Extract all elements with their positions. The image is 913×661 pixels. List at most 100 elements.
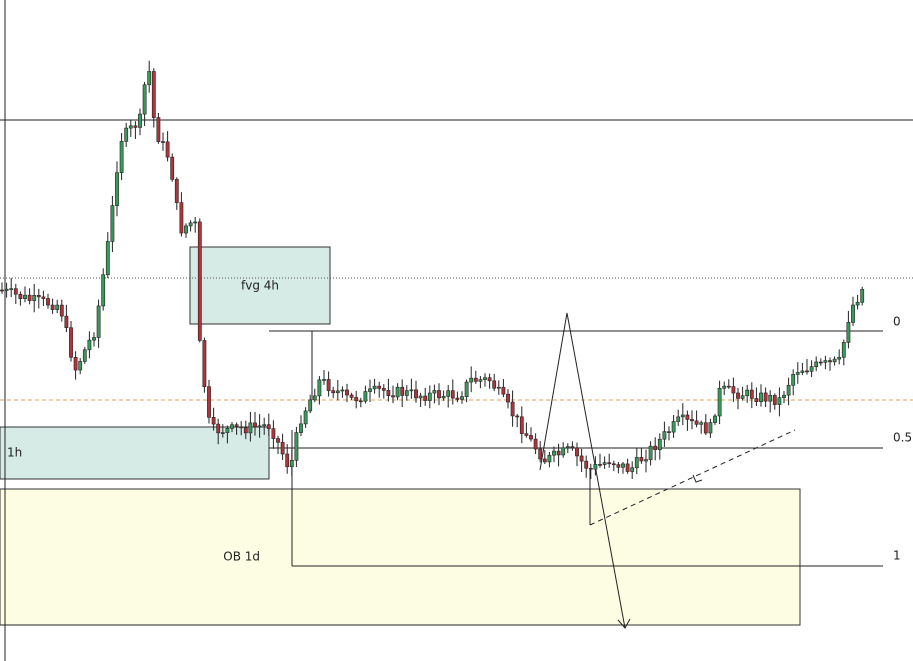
- candle-body: [777, 397, 782, 405]
- candle-body: [326, 379, 331, 391]
- candle-body: [0, 289, 4, 292]
- candle-body: [588, 467, 593, 470]
- candle-body: [23, 294, 27, 299]
- candle-body: [851, 304, 855, 323]
- candle-body: [446, 390, 451, 397]
- candle-body: [575, 447, 579, 457]
- candle-body: [529, 435, 533, 440]
- candle-body: [82, 349, 87, 362]
- candle-body: [506, 393, 510, 403]
- candle-body: [349, 394, 354, 398]
- candle-body: [768, 395, 773, 402]
- candle-body: [170, 156, 175, 180]
- candle-body: [621, 463, 625, 468]
- candle-body: [823, 360, 828, 363]
- candle-body: [671, 421, 676, 433]
- candle-body: [818, 361, 823, 364]
- candle-body: [96, 305, 101, 338]
- candle-body: [124, 127, 129, 142]
- candle-body: [432, 390, 437, 394]
- candle-body: [142, 84, 147, 115]
- candle-body: [726, 385, 731, 388]
- candle-body: [220, 432, 225, 434]
- candle-body: [211, 417, 216, 425]
- candle-body: [450, 390, 455, 399]
- candle-body: [73, 356, 78, 371]
- candle-body: [55, 304, 60, 310]
- candle-body: [216, 423, 221, 434]
- candle-body: [36, 295, 41, 298]
- trend-line: [589, 429, 796, 526]
- candle-body: [795, 372, 800, 375]
- candle-body: [404, 390, 409, 396]
- candle-body: [515, 415, 520, 418]
- candle-body: [749, 389, 754, 399]
- candle-body: [151, 71, 156, 118]
- candle-body: [855, 301, 860, 306]
- zone-label: OB 1d: [223, 550, 260, 564]
- candle-body: [69, 327, 73, 358]
- candle-body: [119, 141, 124, 173]
- zone-label: fvg 4h: [241, 279, 279, 293]
- candle-body: [331, 390, 336, 394]
- candle-body: [115, 172, 119, 206]
- candle-body: [598, 464, 602, 466]
- candle-body: [616, 464, 621, 468]
- candle-body: [354, 397, 359, 402]
- candle-body: [207, 386, 211, 418]
- candle-body: [197, 221, 202, 341]
- candle-body: [754, 398, 759, 402]
- candle-body: [128, 125, 133, 129]
- candle-body: [368, 388, 372, 392]
- candle-body: [266, 424, 271, 429]
- candle-body: [202, 340, 207, 387]
- candle-body: [303, 410, 308, 425]
- candle-body: [59, 304, 64, 317]
- candle-body: [759, 392, 763, 402]
- candle-body: [239, 426, 244, 429]
- candle-body: [731, 386, 736, 394]
- candle-body: [156, 117, 161, 142]
- candle-body: [46, 298, 50, 306]
- candle-body: [138, 113, 142, 128]
- fib-label: 0: [893, 315, 901, 329]
- candle-body: [607, 462, 612, 465]
- candle-body: [745, 389, 750, 397]
- candle-body: [483, 377, 487, 380]
- candle-body: [285, 453, 290, 468]
- candle-body: [584, 460, 589, 469]
- candle-body: [13, 288, 18, 295]
- candle-body: [340, 389, 345, 392]
- candle-body: [722, 385, 727, 389]
- candle-body: [639, 457, 644, 462]
- candle-body: [814, 361, 819, 367]
- candle-body: [101, 274, 106, 307]
- candle-body: [386, 390, 391, 396]
- candle-body: [423, 395, 428, 401]
- candle-body: [280, 441, 285, 455]
- candle-body: [496, 386, 501, 389]
- candle-body: [294, 432, 299, 461]
- candle-body: [335, 390, 340, 394]
- candle-body: [460, 396, 464, 400]
- candle-body: [713, 415, 717, 423]
- candle-body: [441, 396, 446, 399]
- candle-body: [547, 454, 552, 463]
- candle-body: [786, 384, 791, 396]
- zone-label: 1h: [7, 446, 22, 460]
- candle-body: [9, 288, 14, 290]
- candle-body: [860, 289, 865, 303]
- candle-body: [630, 467, 635, 472]
- candle-body: [519, 416, 524, 434]
- candle-body: [538, 448, 543, 460]
- candle-body: [570, 446, 575, 449]
- candle-body: [579, 455, 584, 462]
- candle-body: [427, 392, 432, 401]
- candle-body: [105, 241, 110, 276]
- ob-zone: [0, 488, 801, 626]
- candle-body: [165, 141, 170, 158]
- candle-body: [634, 457, 639, 469]
- candle-body: [147, 71, 152, 86]
- candle-body: [276, 438, 280, 443]
- candle-body: [625, 463, 630, 472]
